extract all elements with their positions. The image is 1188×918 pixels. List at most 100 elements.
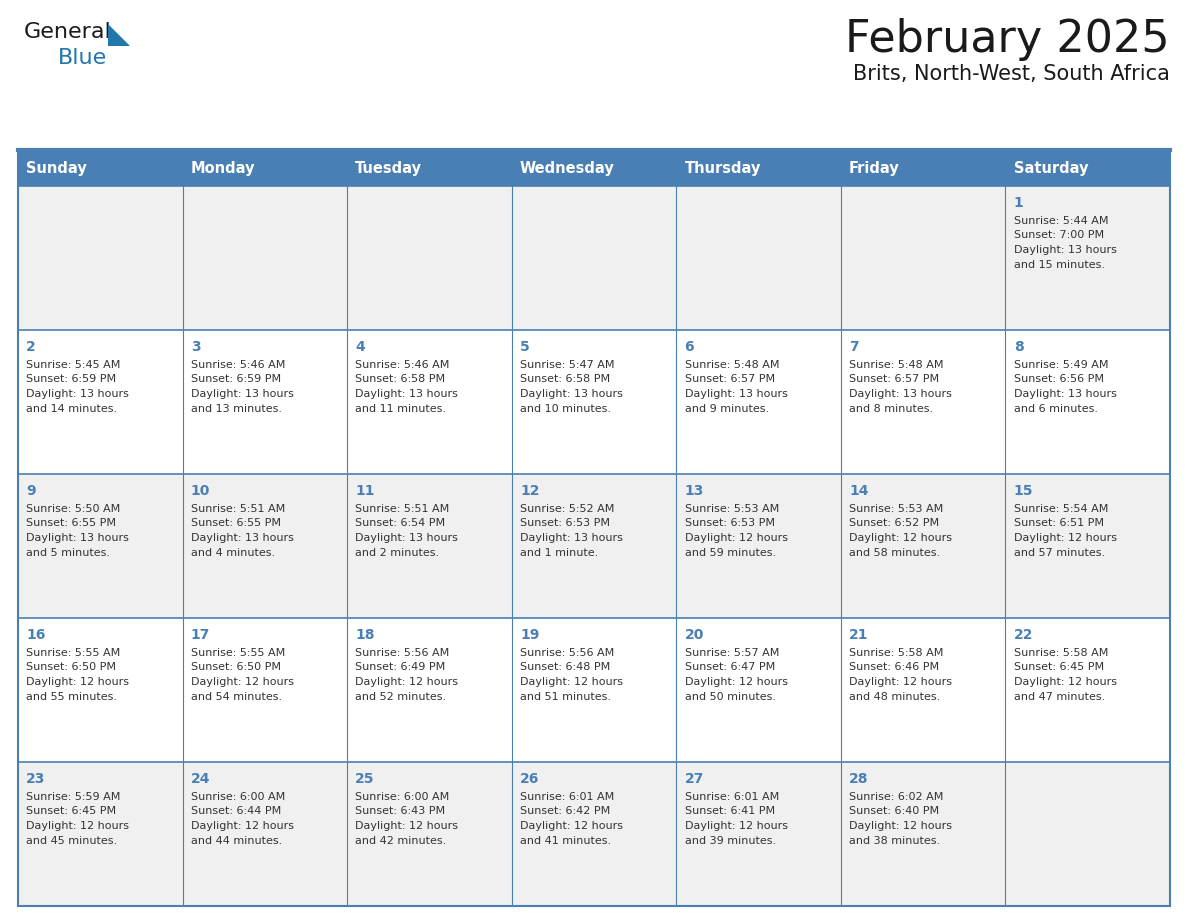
Text: Sunset: 7:00 PM: Sunset: 7:00 PM — [1013, 230, 1104, 241]
Text: Daylight: 12 hours: Daylight: 12 hours — [684, 533, 788, 543]
Text: Daylight: 12 hours: Daylight: 12 hours — [1013, 533, 1117, 543]
Text: Sunset: 6:58 PM: Sunset: 6:58 PM — [355, 375, 446, 385]
Text: and 11 minutes.: and 11 minutes. — [355, 404, 447, 413]
Text: Daylight: 13 hours: Daylight: 13 hours — [191, 533, 293, 543]
Text: Sunset: 6:41 PM: Sunset: 6:41 PM — [684, 807, 775, 816]
Text: 8: 8 — [1013, 340, 1023, 354]
Text: and 55 minutes.: and 55 minutes. — [26, 691, 118, 701]
Text: Sunrise: 5:51 AM: Sunrise: 5:51 AM — [355, 504, 449, 514]
Text: and 41 minutes.: and 41 minutes. — [520, 835, 611, 845]
Text: 22: 22 — [1013, 628, 1034, 642]
Text: 17: 17 — [191, 628, 210, 642]
Text: Sunset: 6:42 PM: Sunset: 6:42 PM — [520, 807, 611, 816]
Text: Sunrise: 5:58 AM: Sunrise: 5:58 AM — [1013, 648, 1108, 658]
Text: Sunrise: 5:53 AM: Sunrise: 5:53 AM — [849, 504, 943, 514]
Polygon shape — [108, 24, 129, 46]
Bar — [347, 150, 512, 186]
Text: 23: 23 — [26, 772, 45, 786]
Text: Daylight: 12 hours: Daylight: 12 hours — [1013, 677, 1117, 687]
Bar — [18, 618, 1170, 762]
Text: Sunset: 6:48 PM: Sunset: 6:48 PM — [520, 663, 611, 673]
Text: Sunset: 6:53 PM: Sunset: 6:53 PM — [684, 519, 775, 529]
Text: Daylight: 13 hours: Daylight: 13 hours — [26, 389, 129, 399]
Text: 27: 27 — [684, 772, 703, 786]
Text: Daylight: 12 hours: Daylight: 12 hours — [520, 677, 623, 687]
Text: Sunrise: 6:01 AM: Sunrise: 6:01 AM — [520, 792, 614, 802]
Text: Sunset: 6:49 PM: Sunset: 6:49 PM — [355, 663, 446, 673]
Text: Daylight: 12 hours: Daylight: 12 hours — [849, 677, 952, 687]
Text: Daylight: 13 hours: Daylight: 13 hours — [520, 389, 623, 399]
Text: 28: 28 — [849, 772, 868, 786]
Text: Daylight: 13 hours: Daylight: 13 hours — [26, 533, 129, 543]
Text: Sunset: 6:46 PM: Sunset: 6:46 PM — [849, 663, 940, 673]
Text: Sunrise: 5:53 AM: Sunrise: 5:53 AM — [684, 504, 779, 514]
Text: Saturday: Saturday — [1013, 161, 1088, 175]
Bar — [18, 150, 183, 186]
Text: and 13 minutes.: and 13 minutes. — [191, 404, 282, 413]
Text: Daylight: 12 hours: Daylight: 12 hours — [684, 677, 788, 687]
Text: and 4 minutes.: and 4 minutes. — [191, 547, 274, 557]
Text: Sunrise: 5:47 AM: Sunrise: 5:47 AM — [520, 360, 614, 370]
Text: 19: 19 — [520, 628, 539, 642]
Text: Sunset: 6:56 PM: Sunset: 6:56 PM — [1013, 375, 1104, 385]
Text: Sunset: 6:43 PM: Sunset: 6:43 PM — [355, 807, 446, 816]
Text: 16: 16 — [26, 628, 45, 642]
Text: Sunrise: 5:52 AM: Sunrise: 5:52 AM — [520, 504, 614, 514]
Text: 18: 18 — [355, 628, 375, 642]
Text: Sunrise: 5:55 AM: Sunrise: 5:55 AM — [26, 648, 120, 658]
Text: Daylight: 13 hours: Daylight: 13 hours — [849, 389, 952, 399]
Text: and 44 minutes.: and 44 minutes. — [191, 835, 282, 845]
Text: Daylight: 12 hours: Daylight: 12 hours — [849, 821, 952, 831]
Text: February 2025: February 2025 — [846, 18, 1170, 61]
Text: Sunset: 6:57 PM: Sunset: 6:57 PM — [684, 375, 775, 385]
Text: and 50 minutes.: and 50 minutes. — [684, 691, 776, 701]
Text: and 8 minutes.: and 8 minutes. — [849, 404, 934, 413]
Bar — [676, 150, 841, 186]
Text: Daylight: 12 hours: Daylight: 12 hours — [684, 821, 788, 831]
Text: and 51 minutes.: and 51 minutes. — [520, 691, 611, 701]
Text: Sunrise: 5:45 AM: Sunrise: 5:45 AM — [26, 360, 121, 370]
Text: and 57 minutes.: and 57 minutes. — [1013, 547, 1105, 557]
Text: Sunrise: 5:51 AM: Sunrise: 5:51 AM — [191, 504, 285, 514]
Text: Sunrise: 5:56 AM: Sunrise: 5:56 AM — [355, 648, 449, 658]
Text: and 15 minutes.: and 15 minutes. — [1013, 260, 1105, 270]
Text: Daylight: 13 hours: Daylight: 13 hours — [520, 533, 623, 543]
Text: 11: 11 — [355, 484, 375, 498]
Text: 1: 1 — [1013, 196, 1023, 210]
Bar — [841, 150, 1005, 186]
Text: Wednesday: Wednesday — [520, 161, 614, 175]
Text: 26: 26 — [520, 772, 539, 786]
Text: and 45 minutes.: and 45 minutes. — [26, 835, 118, 845]
Text: Sunset: 6:59 PM: Sunset: 6:59 PM — [191, 375, 280, 385]
Text: Sunrise: 5:58 AM: Sunrise: 5:58 AM — [849, 648, 943, 658]
Text: and 5 minutes.: and 5 minutes. — [26, 547, 110, 557]
Text: and 39 minutes.: and 39 minutes. — [684, 835, 776, 845]
Bar — [18, 186, 1170, 330]
Text: Sunset: 6:54 PM: Sunset: 6:54 PM — [355, 519, 446, 529]
Text: Blue: Blue — [58, 48, 107, 68]
Text: Sunrise: 5:57 AM: Sunrise: 5:57 AM — [684, 648, 779, 658]
Text: 13: 13 — [684, 484, 703, 498]
Bar — [18, 762, 1170, 906]
Text: Daylight: 12 hours: Daylight: 12 hours — [520, 821, 623, 831]
Text: Daylight: 12 hours: Daylight: 12 hours — [355, 821, 459, 831]
Text: Sunrise: 5:48 AM: Sunrise: 5:48 AM — [684, 360, 779, 370]
Text: Sunday: Sunday — [26, 161, 87, 175]
Text: Daylight: 12 hours: Daylight: 12 hours — [191, 677, 293, 687]
Text: 20: 20 — [684, 628, 703, 642]
Text: Sunset: 6:59 PM: Sunset: 6:59 PM — [26, 375, 116, 385]
Bar — [18, 330, 1170, 474]
Text: Monday: Monday — [191, 161, 255, 175]
Text: 14: 14 — [849, 484, 868, 498]
Text: Daylight: 13 hours: Daylight: 13 hours — [355, 533, 459, 543]
Text: Sunrise: 5:44 AM: Sunrise: 5:44 AM — [1013, 216, 1108, 226]
Text: Sunrise: 5:46 AM: Sunrise: 5:46 AM — [191, 360, 285, 370]
Text: Sunrise: 6:01 AM: Sunrise: 6:01 AM — [684, 792, 779, 802]
Text: Sunrise: 5:59 AM: Sunrise: 5:59 AM — [26, 792, 121, 802]
Text: and 2 minutes.: and 2 minutes. — [355, 547, 440, 557]
Text: Sunset: 6:55 PM: Sunset: 6:55 PM — [191, 519, 280, 529]
Text: Sunrise: 6:02 AM: Sunrise: 6:02 AM — [849, 792, 943, 802]
Text: Tuesday: Tuesday — [355, 161, 423, 175]
Text: and 38 minutes.: and 38 minutes. — [849, 835, 940, 845]
Text: 10: 10 — [191, 484, 210, 498]
